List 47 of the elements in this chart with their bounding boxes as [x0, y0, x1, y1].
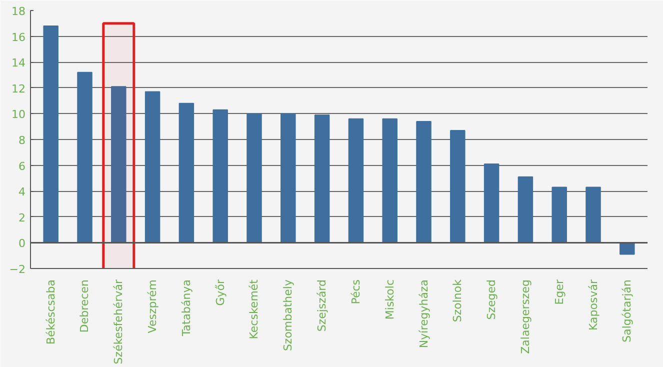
- x-tick-label: Veszprém: [146, 279, 160, 334]
- y-tick-label: −2: [9, 263, 26, 276]
- bar: [144, 91, 160, 244]
- bar: [620, 242, 635, 255]
- bar: [111, 86, 126, 244]
- x-tick-label: Miskolc: [383, 279, 396, 320]
- bar: [314, 114, 330, 244]
- y-tick-label: 6: [18, 160, 26, 173]
- y-tick-label: 18: [12, 5, 26, 18]
- y-tick-label: 16: [12, 30, 26, 44]
- bar: [348, 118, 364, 244]
- x-tick-label: Székesfehérvár: [112, 279, 126, 364]
- bar: [586, 186, 601, 244]
- x-tick-label: Eger: [552, 279, 566, 305]
- x-tick-label: Kaposvár: [586, 279, 600, 330]
- y-tick-label: 8: [18, 134, 26, 147]
- x-tick-label: Salgótarján: [620, 279, 634, 342]
- bar: [382, 118, 398, 244]
- x-tick-label: Szolnok: [451, 278, 464, 322]
- bar: [212, 109, 228, 244]
- y-tick-label: 2: [18, 211, 26, 224]
- x-tick-label: Győr: [214, 279, 227, 306]
- x-tick-label: Kecskemét: [248, 278, 261, 340]
- y-tick-label: 4: [18, 186, 26, 199]
- x-tick-label: Nyíregyháza: [417, 280, 430, 348]
- x-tick-label: Debrecen: [78, 279, 92, 333]
- x-tick-label: Békéscsaba: [44, 279, 58, 345]
- x-tick-label: Zalaegerszeg: [518, 279, 532, 354]
- bar: [552, 186, 567, 244]
- x-tick-label: Szombathely: [282, 279, 295, 352]
- y-tick-label: 14: [12, 56, 26, 70]
- bar: [43, 25, 58, 244]
- y-tick-label: 0: [18, 237, 26, 250]
- bar: [178, 102, 194, 244]
- bar: [450, 130, 466, 244]
- x-tick-label: Szeged: [485, 279, 498, 320]
- y-tick-label: 12: [12, 82, 26, 96]
- bar: [246, 113, 262, 244]
- bar: [416, 120, 432, 244]
- x-tick-label: Pécs: [349, 279, 362, 304]
- bar: [484, 164, 500, 244]
- x-tick-label: Tatabánya: [180, 280, 193, 338]
- y-tick-label: 10: [12, 108, 26, 122]
- bar: [77, 72, 92, 244]
- bar: [518, 176, 534, 244]
- bar: [280, 113, 296, 244]
- x-tick-label: Szejszárd: [316, 279, 329, 332]
